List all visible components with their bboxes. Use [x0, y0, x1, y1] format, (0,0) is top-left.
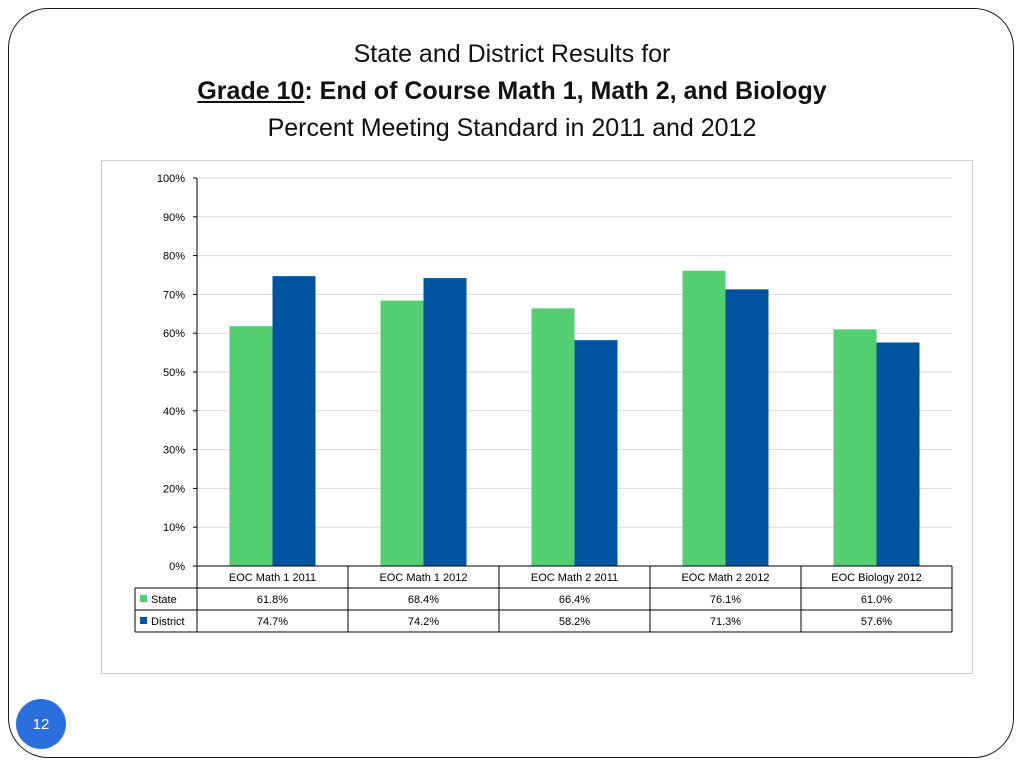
- y-tick-label: 100%: [157, 173, 185, 185]
- state-bar: [229, 326, 273, 566]
- chart-container: 0% 10% 20% 30% 40% 50% 60% 70% 80% 90% 100% EOC Mat…: [101, 160, 973, 674]
- state-bar: [833, 329, 877, 566]
- title-grade: Grade 10: [197, 77, 305, 105]
- district-bar: [423, 278, 467, 566]
- y-tick-label: 0%: [169, 561, 185, 573]
- data-label: 74.7%: [257, 616, 288, 628]
- state-bar: [531, 308, 575, 566]
- data-label: 68.4%: [408, 594, 439, 606]
- x-category-label: EOC Math 2 2012: [681, 572, 769, 584]
- y-tick-label: 20%: [163, 483, 185, 495]
- data-label: 58.2%: [559, 616, 590, 628]
- x-category-label: EOC Math 1 2011: [229, 572, 316, 584]
- bar-chart: 0% 10% 20% 30% 40% 50% 60% 70% 80% 90% 100% EOC Mat…: [134, 173, 953, 633]
- title-line-1: State and District Results for: [353, 40, 671, 68]
- page-number-badge: 12: [16, 699, 66, 749]
- data-label: 57.6%: [861, 616, 892, 628]
- legend-swatch: [140, 595, 147, 602]
- data-label: 61.8%: [257, 594, 288, 606]
- district-bar: [725, 289, 769, 566]
- y-tick-label: 10%: [163, 522, 185, 534]
- y-tick-label: 40%: [163, 406, 185, 418]
- x-category-label: EOC Biology 2012: [831, 572, 922, 584]
- title-line-3: Percent Meeting Standard in 2011 and 201…: [267, 114, 757, 142]
- y-tick-label: 90%: [163, 212, 185, 224]
- legend-label: State: [151, 594, 177, 606]
- slide-title: State and District Results for Grade 10:…: [0, 36, 1024, 147]
- y-tick-label: 70%: [163, 289, 185, 301]
- data-label: 74.2%: [408, 616, 439, 628]
- y-tick-label: 30%: [163, 445, 185, 457]
- data-label: 66.4%: [559, 594, 590, 606]
- x-category-label: EOC Math 1 2012: [379, 572, 467, 584]
- state-bar: [380, 300, 424, 566]
- district-bar: [574, 340, 618, 566]
- data-label: 61.0%: [861, 594, 892, 606]
- legend-swatch: [140, 617, 147, 624]
- title-subject: : End of Course Math 1, Math 2, and Biol…: [304, 77, 827, 105]
- y-tick-label: 80%: [163, 251, 185, 263]
- data-label: 71.3%: [710, 616, 741, 628]
- data-label: 76.1%: [710, 594, 741, 606]
- district-bar: [876, 342, 920, 566]
- district-bar: [272, 276, 316, 566]
- y-tick-label: 60%: [163, 328, 185, 340]
- legend-label: District: [151, 616, 185, 628]
- state-bar: [682, 270, 726, 566]
- x-category-label: EOC Math 2 2011: [531, 572, 618, 584]
- title-line-2: Grade 10: End of Course Math 1, Math 2, …: [0, 73, 1024, 110]
- y-tick-label: 50%: [163, 367, 185, 379]
